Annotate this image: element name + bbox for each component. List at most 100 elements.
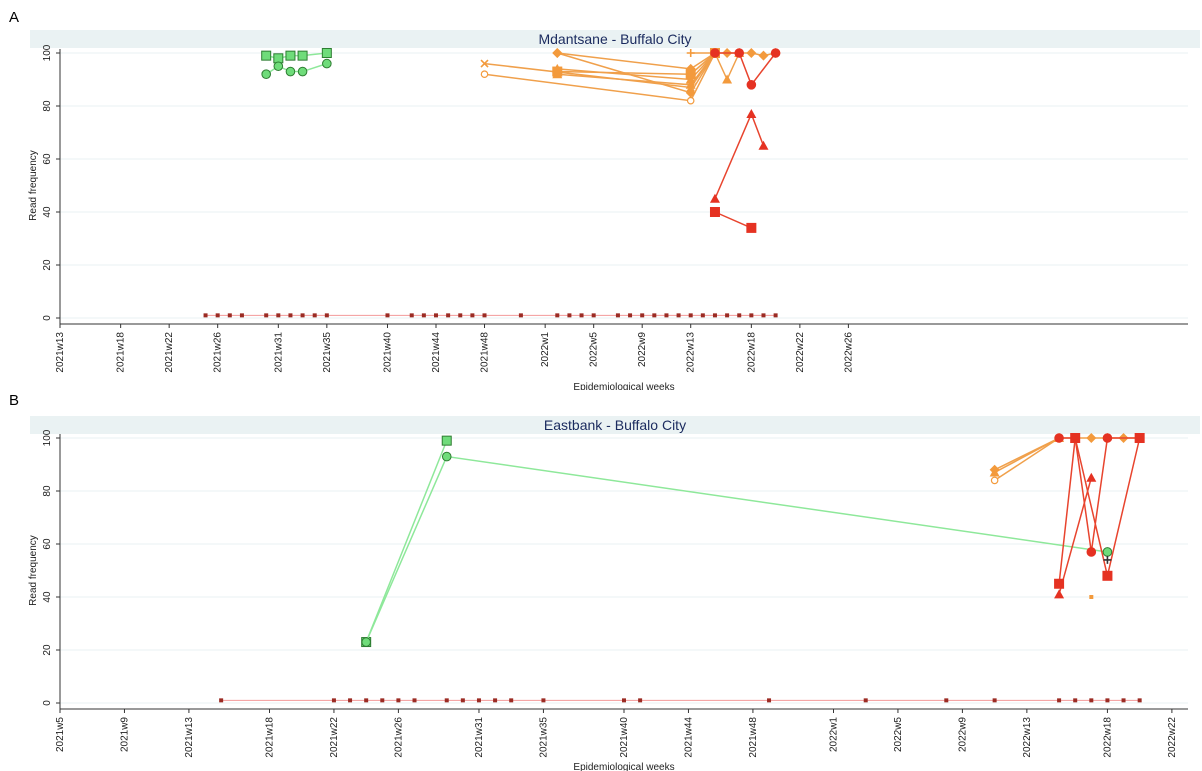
data-point (686, 49, 695, 57)
x-tick-label: 2022w5 (893, 717, 904, 752)
chart-eastbank: Eastbank - Buffalo City 0 20 40 60 80 100 2021w… (28, 416, 1200, 771)
data-point (239, 313, 244, 318)
x-tick-label: 2022w18 (746, 332, 757, 373)
x-tick-label: 2021w31 (273, 332, 284, 373)
data-point (331, 698, 336, 703)
data-point (219, 698, 224, 703)
x-tick-label: 2022w22 (1167, 717, 1178, 758)
series-green-1 (261, 58, 332, 79)
data-point (688, 313, 693, 318)
data-point (480, 59, 489, 68)
data-point (470, 313, 475, 318)
data-point (264, 313, 269, 318)
series-line (994, 437, 1060, 482)
data-point (1086, 472, 1097, 482)
x-tick-label: 2022w1 (828, 717, 839, 752)
data-point (1086, 433, 1097, 443)
data-point (312, 313, 317, 318)
x-tick-label: 2021w40 (619, 717, 630, 758)
data-point (863, 698, 868, 703)
data-point (446, 313, 451, 318)
chart-title: Eastbank - Buffalo City (544, 417, 686, 433)
x-tick-label: 2022w5 (589, 332, 600, 367)
data-point (476, 698, 481, 703)
series-dark-9 (1103, 555, 1112, 564)
chart-mdantsane: Mdantsane - Buffalo City 0 20 40 60 80 100 2021… (28, 30, 1200, 390)
series-baseline-10 (219, 698, 1142, 703)
x-tick-label: 2022w9 (957, 717, 968, 752)
data-point (1054, 578, 1065, 589)
series-line (714, 211, 752, 229)
x-tick-label: 2021w22 (329, 717, 340, 758)
series-red-12 (710, 48, 781, 90)
data-point (493, 698, 498, 703)
x-tick-label: 2022w13 (686, 332, 697, 373)
x-tick-label: 2021w26 (213, 332, 224, 373)
x-tick-label: 2022w9 (637, 332, 648, 367)
data-point (458, 313, 463, 318)
y-tick-label: 40 (42, 206, 53, 218)
y-tick-label: 100 (42, 429, 53, 446)
panel-a-letter: A (9, 9, 20, 26)
x-tick-label: 2021w13 (184, 717, 195, 758)
data-point (288, 313, 293, 318)
y-tick-label: 60 (42, 153, 53, 165)
series-line (365, 440, 448, 643)
data-point (990, 476, 999, 485)
data-point (434, 313, 438, 318)
data-point (364, 698, 369, 703)
x-tick-label: 2021w35 (538, 717, 549, 758)
x-axis-title: Epidemiological weeks (573, 382, 674, 390)
series-line (1058, 477, 1093, 595)
x-tick-label: 2022w26 (843, 332, 854, 373)
data-point (552, 48, 563, 58)
series-green-0 (261, 48, 332, 64)
data-point (749, 313, 754, 318)
data-point (227, 313, 232, 318)
data-point (1102, 570, 1113, 581)
y-tick-label: 80 (42, 485, 53, 497)
data-point (709, 193, 720, 203)
data-point (664, 313, 669, 318)
series-line (714, 52, 777, 87)
x-tick-label: 2022w13 (1022, 717, 1033, 758)
data-point (734, 48, 745, 58)
data-point (1103, 555, 1112, 564)
data-point (203, 313, 208, 318)
data-point (640, 313, 645, 318)
y-tick-label: 20 (42, 644, 53, 656)
x-tick-label: 2021w18 (116, 332, 127, 373)
series-red-8 (1054, 433, 1145, 589)
data-point (509, 698, 514, 703)
x-tick-label: 2021w26 (393, 717, 404, 758)
series-orange-5 (1089, 595, 1094, 599)
data-point (686, 96, 695, 105)
series-red-13 (709, 108, 769, 203)
data-point (725, 313, 730, 318)
y-axis-title: Read frequency (28, 535, 39, 606)
data-point (722, 74, 733, 84)
data-point (709, 207, 720, 217)
x-tick-label: 2021w31 (474, 717, 485, 758)
data-point (989, 464, 1000, 475)
x-tick-label: 2021w13 (55, 332, 66, 373)
data-point (324, 313, 329, 318)
data-point (1070, 433, 1081, 443)
data-point (541, 698, 546, 703)
x-tick-label: 2021w9 (119, 717, 130, 752)
data-point (215, 313, 220, 318)
x-tick-label: 2022w22 (795, 332, 806, 373)
y-tick-label: 0 (42, 315, 53, 321)
data-point (480, 70, 489, 79)
data-point (579, 313, 584, 318)
data-point (567, 313, 572, 318)
series-red-7 (1054, 472, 1097, 599)
y-axis-title: Read frequency (28, 150, 39, 221)
data-point (385, 313, 390, 318)
data-point (322, 58, 332, 69)
data-point (285, 50, 296, 61)
y-tick-label: 0 (42, 700, 53, 706)
x-tick-label: 2021w22 (164, 332, 175, 373)
data-point (1073, 698, 1078, 703)
data-point (396, 698, 401, 703)
